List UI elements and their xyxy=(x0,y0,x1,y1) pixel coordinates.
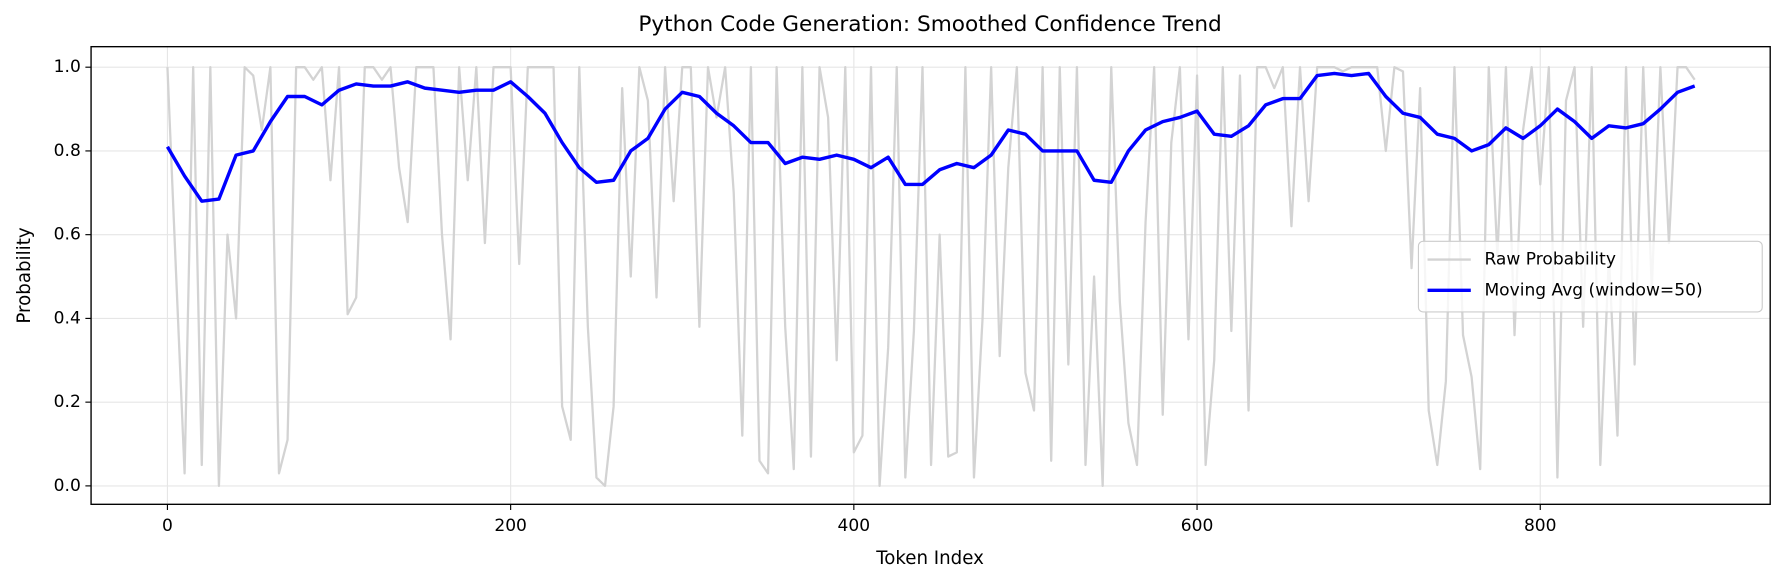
x-tick-label: 0 xyxy=(162,516,173,536)
series-line xyxy=(165,71,1696,203)
x-tick-label: 200 xyxy=(494,516,527,536)
legend-label: Raw Probability xyxy=(1484,250,1616,270)
y-tick-label: 0.8 xyxy=(54,141,81,161)
legend-box xyxy=(1417,240,1763,313)
series-line xyxy=(166,66,1696,488)
y-tick-label: 0.4 xyxy=(54,308,81,328)
x-tick-label: 400 xyxy=(838,516,871,536)
y-axis-label: Probability xyxy=(14,227,35,323)
x-tick-label: 600 xyxy=(1181,516,1214,536)
y-tick-label: 1.0 xyxy=(54,57,81,77)
y-tick-label: 0.2 xyxy=(54,392,81,412)
y-tick-label: 0.6 xyxy=(54,225,81,245)
x-axis-label: Token Index xyxy=(875,548,984,569)
axes-frame xyxy=(90,45,1771,505)
x-tick-label: 800 xyxy=(1524,516,1557,536)
y-tick-label: 0.0 xyxy=(54,476,81,496)
chart-title: Python Code Generation: Smoothed Confide… xyxy=(638,12,1221,37)
legend-label: Moving Avg (window=50) xyxy=(1484,280,1702,300)
